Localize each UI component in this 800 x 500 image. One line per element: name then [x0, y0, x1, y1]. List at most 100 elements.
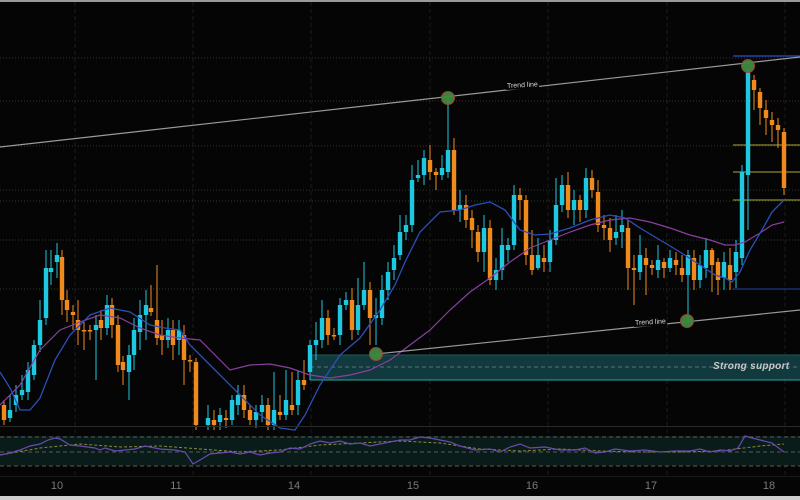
candle-bullish[interactable] — [48, 268, 54, 272]
candle-bearish[interactable] — [148, 308, 154, 312]
candle-bearish[interactable] — [565, 185, 571, 210]
candle-bearish[interactable] — [691, 258, 697, 280]
candle-bullish[interactable] — [131, 330, 137, 355]
candle-bullish[interactable] — [553, 205, 559, 240]
candle-bearish[interactable] — [75, 320, 81, 330]
candle-bullish[interactable] — [697, 265, 703, 280]
pivot-point-marker[interactable] — [441, 91, 455, 105]
candle-bearish[interactable] — [601, 225, 607, 228]
candle-bearish[interactable] — [301, 380, 307, 385]
candle-bullish[interactable] — [37, 320, 43, 345]
candle-bearish[interactable] — [70, 312, 76, 315]
candle-bullish[interactable] — [295, 380, 301, 405]
candle-bearish[interactable] — [607, 228, 613, 240]
candle-bullish[interactable] — [143, 305, 149, 315]
candle-bearish[interactable] — [223, 418, 229, 420]
candle-bullish[interactable] — [703, 250, 709, 268]
candle-bullish[interactable] — [571, 200, 577, 210]
candle-bullish[interactable] — [583, 178, 589, 210]
candle-bearish[interactable] — [631, 268, 637, 270]
candle-bullish[interactable] — [535, 255, 541, 268]
pivot-point-marker[interactable] — [680, 314, 694, 328]
candle-bearish[interactable] — [277, 412, 283, 415]
candle-bearish[interactable] — [87, 330, 93, 332]
candle-bearish[interactable] — [643, 258, 649, 265]
candle-bullish[interactable] — [745, 72, 751, 175]
candle-bearish[interactable] — [649, 265, 655, 268]
candle-bullish[interactable] — [685, 255, 691, 275]
candle-bullish[interactable] — [19, 390, 25, 395]
candle-bullish[interactable] — [54, 255, 60, 262]
candle-bullish[interactable] — [319, 318, 325, 340]
candle-bullish[interactable] — [403, 225, 409, 232]
candle-bearish[interactable] — [541, 258, 547, 262]
candle-bearish[interactable] — [367, 290, 373, 318]
candle-bullish[interactable] — [253, 412, 259, 420]
candle-bullish[interactable] — [481, 228, 487, 252]
candle-bullish[interactable] — [176, 330, 182, 340]
candle-bearish[interactable] — [523, 200, 529, 255]
pivot-point-marker[interactable] — [741, 59, 755, 73]
candle-bearish[interactable] — [59, 257, 65, 300]
candle-bullish[interactable] — [137, 315, 143, 332]
candle-bullish[interactable] — [613, 232, 619, 238]
candle-bearish[interactable] — [661, 262, 667, 268]
candle-bullish[interactable] — [457, 205, 463, 210]
candle-bullish[interactable] — [439, 168, 445, 175]
candle-bullish[interactable] — [619, 225, 625, 232]
candle-bullish[interactable] — [337, 305, 343, 335]
candle-bullish[interactable] — [271, 410, 277, 425]
candle-bullish[interactable] — [379, 290, 385, 318]
pane-divider[interactable] — [0, 426, 800, 427]
candle-bearish[interactable] — [181, 335, 187, 360]
rsi-line[interactable] — [0, 435, 785, 465]
candle-bearish[interactable] — [529, 255, 535, 270]
candle-bullish[interactable] — [25, 370, 31, 392]
candle-bearish[interactable] — [679, 268, 685, 275]
candle-bullish[interactable] — [547, 240, 553, 262]
candle-bearish[interactable] — [463, 205, 469, 220]
pivot-point-marker[interactable] — [369, 347, 383, 361]
candle-bullish[interactable] — [385, 272, 391, 290]
upper-trend-line[interactable] — [0, 56, 800, 148]
candle-bullish[interactable] — [637, 255, 643, 272]
candle-bullish[interactable] — [93, 325, 99, 330]
candle-bearish[interactable] — [589, 178, 595, 190]
candle-bullish[interactable] — [283, 400, 289, 415]
candle-bearish[interactable] — [427, 160, 433, 172]
candle-bullish[interactable] — [415, 175, 421, 178]
candle-bullish[interactable] — [343, 300, 349, 305]
candle-bearish[interactable] — [120, 362, 126, 370]
candle-bullish[interactable] — [559, 185, 565, 205]
candle-bearish[interactable] — [349, 300, 355, 330]
candle-bullish[interactable] — [235, 395, 241, 405]
candle-bearish[interactable] — [763, 110, 769, 118]
candle-bearish[interactable] — [154, 320, 160, 338]
candle-bullish[interactable] — [229, 400, 235, 420]
strong-support-label[interactable]: Strong support — [713, 361, 790, 372]
candle-bearish[interactable] — [757, 92, 763, 108]
candle-bearish[interactable] — [625, 228, 631, 268]
candle-bearish[interactable] — [769, 120, 775, 125]
candle-bullish[interactable] — [721, 262, 727, 278]
candle-bearish[interactable] — [187, 360, 193, 362]
candle-bullish[interactable] — [259, 405, 265, 412]
candle-bearish[interactable] — [487, 228, 493, 280]
candle-bullish[interactable] — [126, 355, 132, 372]
candle-bearish[interactable] — [247, 410, 253, 420]
candle-bearish[interactable] — [241, 395, 247, 410]
candle-bullish[interactable] — [361, 290, 367, 305]
candle-bullish[interactable] — [409, 180, 415, 225]
candle-bearish[interactable] — [475, 232, 481, 252]
candle-bullish[interactable] — [205, 418, 211, 425]
candle-bullish[interactable] — [307, 345, 313, 372]
candle-bearish[interactable] — [715, 262, 721, 280]
candle-bearish[interactable] — [451, 150, 457, 210]
candle-bullish[interactable] — [421, 158, 427, 175]
candle-bearish[interactable] — [517, 195, 523, 200]
candle-bearish[interactable] — [265, 405, 271, 425]
candle-bearish[interactable] — [115, 325, 121, 365]
candle-bullish[interactable] — [733, 252, 739, 272]
candle-bearish[interactable] — [577, 200, 583, 210]
